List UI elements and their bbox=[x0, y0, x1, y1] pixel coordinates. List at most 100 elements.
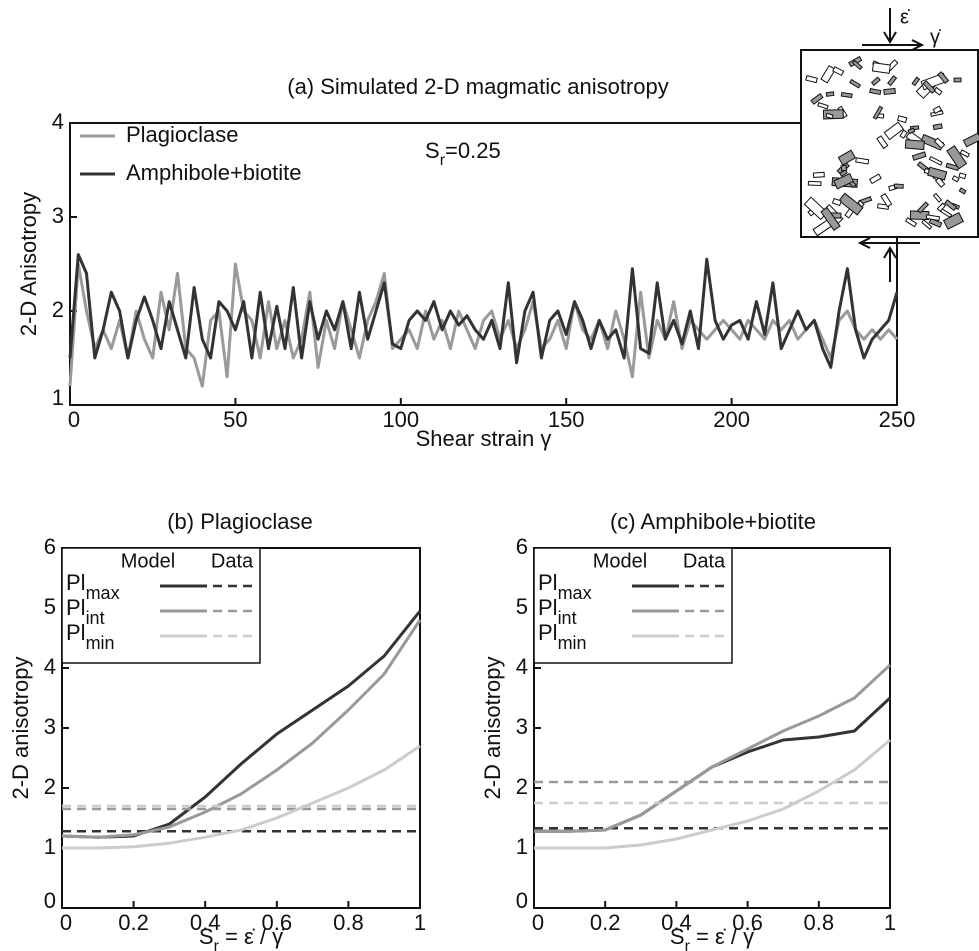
grain bbox=[932, 105, 943, 115]
subscript: r bbox=[214, 938, 220, 951]
text-part: Pl bbox=[66, 620, 86, 645]
legend-label: Amphibole+biotite bbox=[126, 160, 302, 185]
arrow-head bbox=[911, 39, 925, 51]
grain bbox=[933, 137, 946, 149]
subscript: r bbox=[685, 938, 691, 951]
x-tick-label: 0.6 bbox=[262, 910, 293, 935]
grain bbox=[825, 91, 835, 97]
grain bbox=[942, 212, 964, 230]
grain bbox=[958, 187, 967, 195]
y-tick-label: 6 bbox=[516, 534, 528, 559]
legend-label: Plmax bbox=[538, 570, 592, 603]
subscript: int bbox=[86, 608, 105, 628]
grain bbox=[932, 123, 943, 131]
y-tick-label: 3 bbox=[52, 203, 64, 228]
grain bbox=[928, 155, 943, 166]
legend-label: Plagioclase bbox=[126, 122, 239, 147]
grain bbox=[839, 169, 848, 177]
y-tick-label: 2 bbox=[52, 297, 64, 322]
grain bbox=[869, 88, 882, 96]
legend-box bbox=[533, 547, 733, 664]
x-tick-label: 0.2 bbox=[118, 910, 149, 935]
grain bbox=[925, 214, 941, 221]
text-part: S bbox=[670, 924, 685, 949]
grain bbox=[868, 173, 882, 185]
x-tick-label: 0.8 bbox=[804, 910, 835, 935]
text-part: =0.25 bbox=[445, 138, 501, 163]
text-part: = ε̇ / γ̇ bbox=[219, 924, 284, 949]
legend-box bbox=[61, 547, 261, 664]
grain bbox=[939, 208, 953, 219]
grain bbox=[820, 65, 836, 84]
x-tick-label: 150 bbox=[548, 407, 585, 432]
text-part: Pl bbox=[66, 570, 86, 595]
legend-label: Plmin bbox=[66, 620, 115, 653]
grain bbox=[922, 80, 936, 94]
y-axis-label: 2-D Anisotropy bbox=[16, 192, 41, 336]
grain bbox=[876, 135, 889, 150]
x-tick-label: 200 bbox=[713, 407, 750, 432]
x-tick-label: 0 bbox=[532, 910, 544, 935]
grain bbox=[937, 71, 950, 84]
grain bbox=[880, 193, 893, 208]
grain bbox=[928, 217, 943, 228]
grain bbox=[904, 217, 918, 228]
text-part: Pl bbox=[538, 595, 558, 620]
legend-label: Plint bbox=[538, 595, 577, 628]
grain bbox=[887, 75, 898, 87]
x-axis-label: Sr = ε̇ / γ̇ bbox=[199, 924, 284, 951]
y-tick-label: 2 bbox=[516, 774, 528, 799]
series-line bbox=[61, 619, 422, 839]
grain bbox=[896, 115, 908, 124]
x-tick-label: 0 bbox=[60, 910, 72, 935]
legend-label: Plmin bbox=[538, 620, 587, 653]
legend-header: Data bbox=[683, 550, 726, 572]
grain bbox=[871, 62, 891, 74]
grain bbox=[883, 121, 905, 141]
legend-label: Plint bbox=[66, 595, 105, 628]
grain bbox=[812, 171, 825, 179]
grain bbox=[820, 206, 841, 232]
grain bbox=[911, 76, 921, 87]
subscript: r bbox=[440, 152, 446, 169]
x-tick-label: 0.8 bbox=[333, 910, 364, 935]
text-part: Pl bbox=[66, 595, 86, 620]
grain bbox=[921, 219, 933, 230]
grain bbox=[832, 66, 845, 77]
legend-header: Data bbox=[211, 550, 254, 572]
series-line bbox=[534, 738, 891, 850]
text-part: S bbox=[425, 138, 440, 163]
x-axis-label: Sr = ε̇ / γ̇ bbox=[670, 924, 755, 951]
grain bbox=[883, 87, 896, 96]
grain bbox=[870, 76, 881, 87]
grain bbox=[934, 177, 946, 188]
y-tick-label: 4 bbox=[52, 109, 64, 134]
grain bbox=[825, 112, 834, 120]
grain bbox=[840, 92, 853, 99]
grain bbox=[851, 59, 863, 71]
subscript: min bbox=[86, 633, 115, 653]
grain bbox=[810, 92, 824, 105]
y-tick-label: 0 bbox=[516, 888, 528, 913]
x-tick-label: 1 bbox=[884, 910, 896, 935]
y-tick-label: 5 bbox=[516, 594, 528, 619]
grain bbox=[807, 180, 822, 186]
y-tick-label: 0 bbox=[44, 888, 56, 913]
text-part: Pl bbox=[538, 570, 558, 595]
grain bbox=[817, 102, 829, 110]
plot-frame bbox=[69, 122, 898, 406]
chart-title: (c) Amphibole+biotite bbox=[610, 509, 816, 534]
grain bbox=[962, 132, 979, 148]
x-tick-label: 1 bbox=[414, 910, 426, 935]
y-tick-label: 4 bbox=[44, 654, 56, 679]
grain bbox=[893, 183, 904, 189]
y-tick-label: 3 bbox=[516, 714, 528, 739]
subscript: min bbox=[558, 633, 587, 653]
arrow-head bbox=[883, 246, 897, 259]
x-tick-label: 50 bbox=[223, 407, 247, 432]
y-tick-label: 4 bbox=[516, 654, 528, 679]
grain bbox=[899, 129, 908, 139]
grain bbox=[951, 175, 960, 183]
grain bbox=[953, 77, 962, 83]
